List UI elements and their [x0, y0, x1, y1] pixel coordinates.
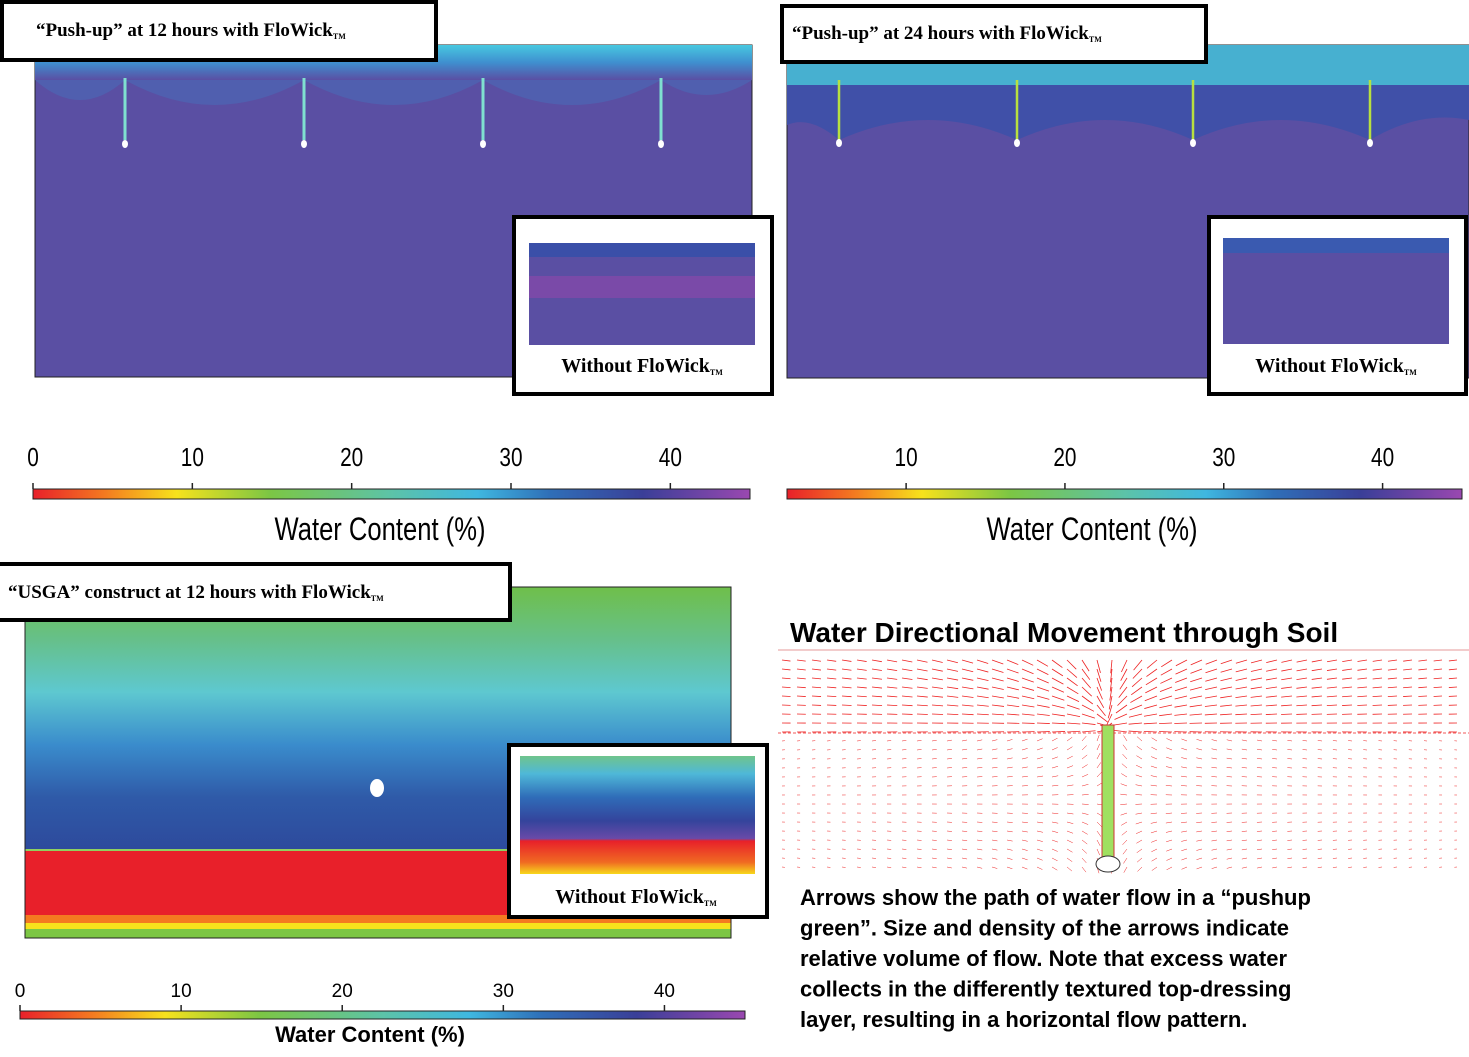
tm-mark: TM — [710, 368, 723, 377]
svg-text:“Push-up” at 12 hours with Flo: “Push-up” at 12 hours with FloWickTM — [36, 20, 346, 41]
tick-label: 0 — [15, 981, 26, 1002]
svg-text:Without FloWickTM: Without FloWickTM — [561, 355, 723, 377]
colorbar-label: Water Content (%) — [987, 512, 1198, 547]
tm-mark: TM — [1089, 35, 1102, 44]
title-text: “Push-up” at 24 hours with FloWick — [792, 23, 1089, 44]
flow-wick — [1096, 725, 1120, 872]
tick-label: 20 — [340, 443, 363, 472]
tick-label: 30 — [499, 443, 522, 472]
colorbar — [787, 489, 1462, 499]
flow-title: Water Directional Movement through Soil — [790, 617, 1338, 648]
panel-3-title: “USGA” construct at 12 hours with FloWic… — [0, 564, 510, 620]
tick-label: 10 — [171, 981, 192, 1002]
caption: Arrows show the path of water flow in a … — [800, 885, 1311, 1032]
arrow-field — [778, 660, 1469, 874]
caption-line: Arrows show the path of water flow in a … — [800, 885, 1311, 910]
inset-1: Without FloWickTM — [514, 217, 772, 394]
svg-text:Without FloWickTM: Without FloWickTM — [555, 886, 717, 908]
caption-line: layer, resulting in a horizontal flow pa… — [800, 1007, 1247, 1032]
tick-label: 30 — [1212, 443, 1235, 472]
tick-label: 10 — [181, 443, 204, 472]
title-text: “USGA” construct at 12 hours with FloWic… — [8, 582, 371, 603]
inset-2: Without FloWickTM — [1209, 217, 1466, 394]
panel-2-title: “Push-up” at 24 hours with FloWickTM — [782, 6, 1206, 62]
tm-mark: TM — [1404, 368, 1417, 377]
inset-label: Without FloWick — [555, 886, 705, 908]
tick-label: 40 — [659, 443, 682, 472]
tick-label: 40 — [654, 981, 675, 1002]
tick-label: 20 — [1053, 443, 1076, 472]
svg-text:“Push-up” at 24 hours with Flo: “Push-up” at 24 hours with FloWickTM — [792, 23, 1102, 44]
tick-label: 40 — [1371, 443, 1394, 472]
svg-text:Without FloWickTM: Without FloWickTM — [1255, 355, 1417, 377]
tick-label: 0 — [27, 443, 39, 472]
colorbar — [33, 489, 750, 499]
tm-mark: TM — [371, 594, 384, 603]
tm-mark: TM — [704, 899, 717, 908]
colorbar-label: Water Content (%) — [275, 512, 486, 547]
tm-mark: TM — [333, 32, 346, 41]
panel-1-title: “Push-up” at 12 hours with FloWickTM — [2, 2, 436, 60]
caption-line: green”. Size and density of the arrows i… — [800, 916, 1289, 941]
inset-label: Without FloWick — [561, 355, 711, 377]
tick-label: 10 — [895, 443, 918, 472]
caption-line: collects in the differently textured top… — [800, 977, 1291, 1002]
figure: “Push-up” at 12 hours with FloWickTM “Pu… — [0, 0, 1469, 1057]
colorbar-label: Water Content (%) — [275, 1022, 465, 1047]
title-text: “Push-up” at 12 hours with FloWick — [36, 20, 333, 41]
caption-line: relative volume of flow. Note that exces… — [800, 946, 1287, 971]
inset-label: Without FloWick — [1255, 355, 1405, 377]
tick-label: 30 — [493, 981, 514, 1002]
tick-label: 20 — [332, 981, 353, 1002]
inset-3: Without FloWickTM — [509, 745, 767, 917]
svg-text:“USGA” construct at 12 hours w: “USGA” construct at 12 hours with FloWic… — [8, 582, 384, 603]
colorbar — [20, 1011, 745, 1019]
